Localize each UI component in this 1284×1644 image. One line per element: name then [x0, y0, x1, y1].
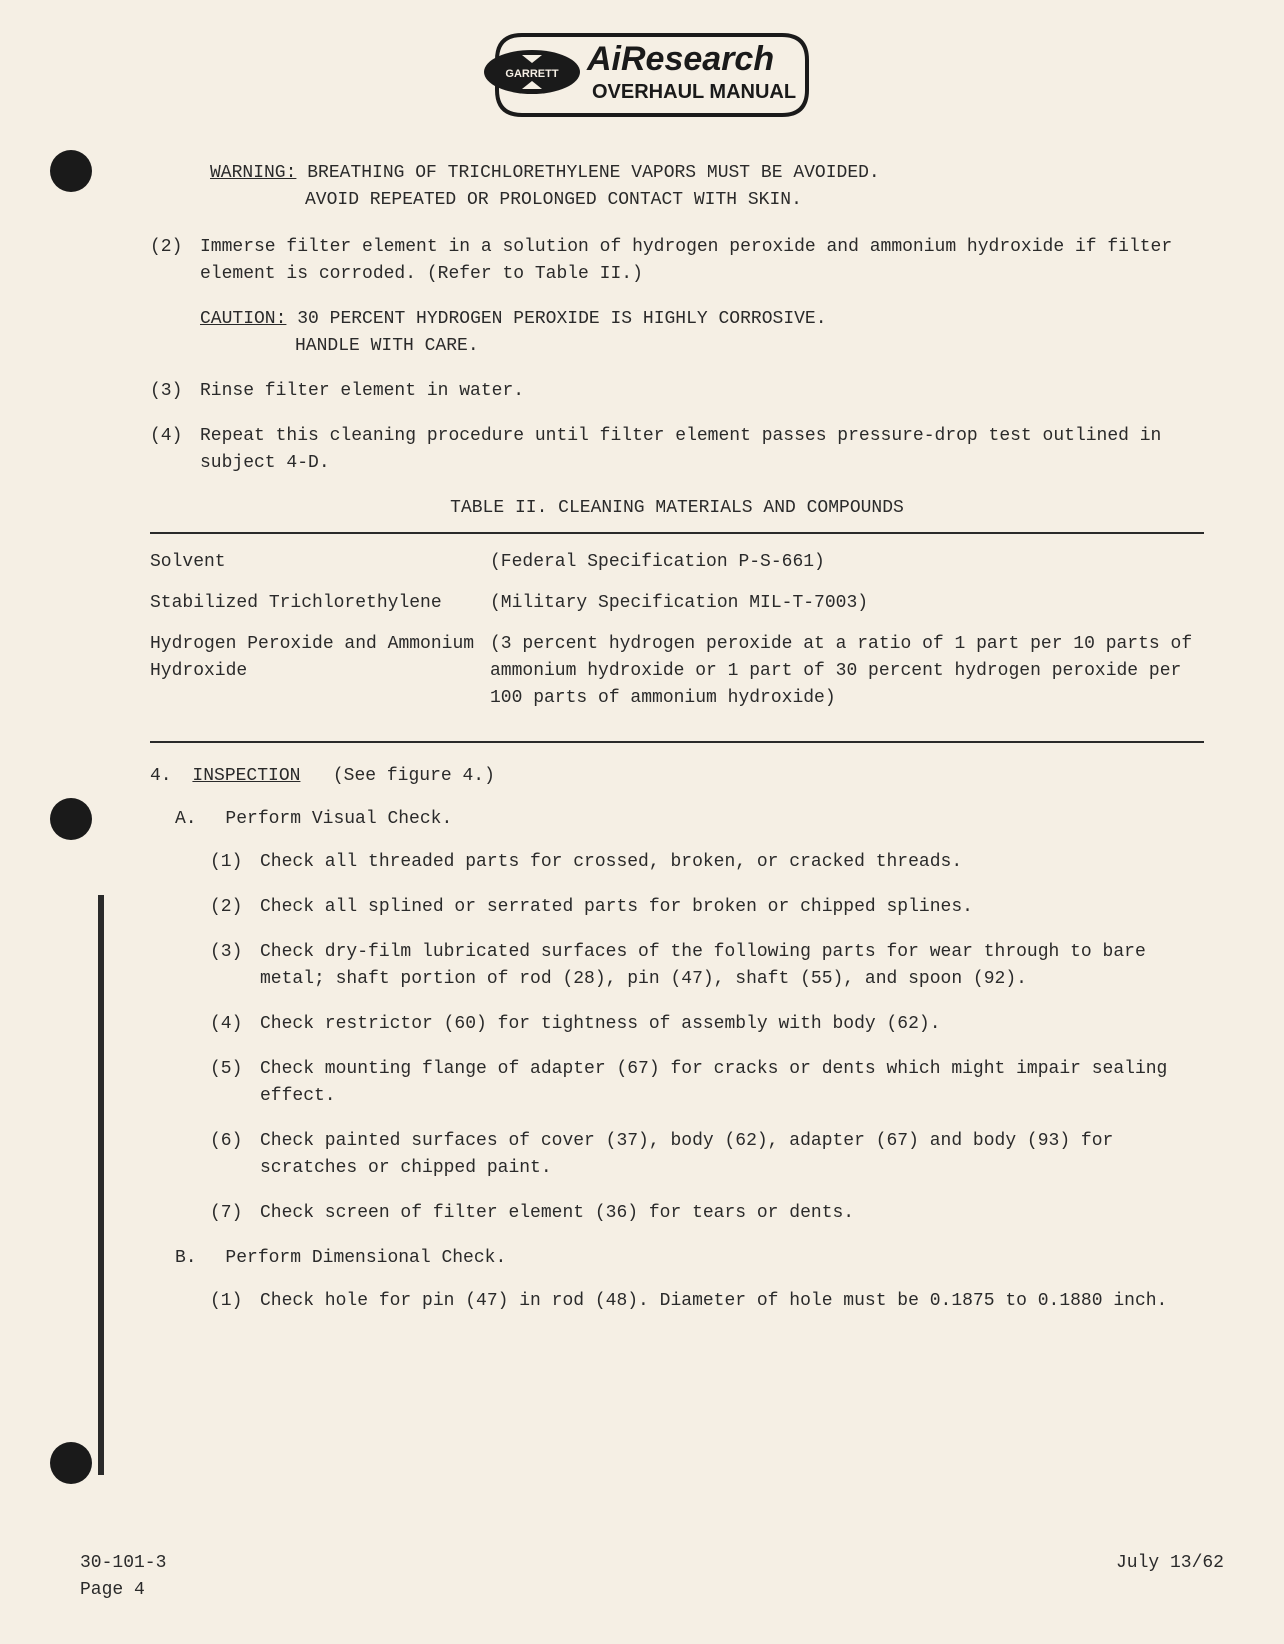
warning-label: WARNING:	[210, 163, 296, 183]
list-item: (5) Check mounting flange of adapter (67…	[210, 1056, 1204, 1110]
table-content: Solvent (Federal Specification P-S-661) …	[150, 539, 1204, 736]
sub-letter: B.	[175, 1248, 197, 1268]
table-title: TABLE II. CLEANING MATERIALS AND COMPOUN…	[150, 495, 1204, 522]
table-rule	[150, 532, 1204, 534]
logo-container: GARRETT AiResearch OVERHAUL MANUAL	[80, 30, 1224, 130]
list-item: (3) Rinse filter element in water.	[150, 378, 1204, 405]
item-text: Check screen of filter element (36) for …	[260, 1200, 1204, 1227]
section-number: 4.	[150, 766, 172, 786]
item-number: (6)	[210, 1128, 260, 1182]
caution-text-line1: 30 PERCENT HYDROGEN PEROXIDE IS HIGHLY C…	[297, 309, 826, 329]
item-text: Immerse filter element in a solution of …	[200, 234, 1204, 288]
svg-text:OVERHAUL MANUAL: OVERHAUL MANUAL	[592, 81, 796, 103]
revision-bar	[98, 895, 104, 1475]
caution-block: CAUTION: 30 PERCENT HYDROGEN PEROXIDE IS…	[200, 306, 1204, 360]
airesearch-logo: GARRETT AiResearch OVERHAUL MANUAL	[472, 30, 832, 120]
item-number: (1)	[210, 1288, 260, 1315]
warning-text-line1: BREATHING OF TRICHLORETHYLENE VAPORS MUS…	[307, 163, 880, 183]
list-item: (1) Check hole for pin (47) in rod (48).…	[210, 1288, 1204, 1315]
item-number: (2)	[150, 234, 200, 288]
item-text: Check restrictor (60) for tightness of a…	[260, 1011, 1204, 1038]
sub-heading: B. Perform Dimensional Check.	[175, 1245, 1204, 1272]
item-number: (7)	[210, 1200, 260, 1227]
section-ref-text: (See figure 4.)	[333, 766, 495, 786]
list-item: (4) Check restrictor (60) for tightness …	[210, 1011, 1204, 1038]
page-number: Page 4	[80, 1577, 166, 1604]
item-number: (2)	[210, 894, 260, 921]
document-date: July 13/62	[1116, 1550, 1224, 1604]
item-number: (4)	[210, 1011, 260, 1038]
item-number: (3)	[150, 378, 200, 405]
table-cell: (Military Specification MIL-T-7003)	[490, 590, 1204, 617]
section-heading: 4. INSPECTION (See figure 4.)	[150, 763, 1204, 790]
table-cell: (Federal Specification P-S-661)	[490, 549, 1204, 576]
warning-text-line2: AVOID REPEATED OR PROLONGED CONTACT WITH…	[305, 187, 1204, 214]
svg-text:AiResearch: AiResearch	[586, 40, 774, 78]
warning-block: WARNING: BREATHING OF TRICHLORETHYLENE V…	[210, 160, 1204, 214]
caution-text-line2: HANDLE WITH CARE.	[295, 333, 1204, 360]
table-row: Hydrogen Peroxide and Ammonium Hydroxide…	[150, 631, 1204, 712]
document-number: 30-101-3	[80, 1550, 166, 1577]
item-text: Repeat this cleaning procedure until fil…	[200, 423, 1204, 477]
table-cell: (3 percent hydrogen peroxide at a ratio …	[490, 631, 1204, 712]
sub-title: Perform Visual Check.	[225, 809, 452, 829]
sub-letter: A.	[175, 809, 197, 829]
item-number: (4)	[150, 423, 200, 477]
list-item: (3) Check dry-film lubricated surfaces o…	[210, 939, 1204, 993]
section-ref	[311, 766, 333, 786]
list-item: (6) Check painted surfaces of cover (37)…	[210, 1128, 1204, 1182]
punch-hole	[50, 798, 92, 840]
sub-title: Perform Dimensional Check.	[225, 1248, 506, 1268]
table-cell: Solvent	[150, 549, 490, 576]
item-text: Check painted surfaces of cover (37), bo…	[260, 1128, 1204, 1182]
sub-heading: A. Perform Visual Check.	[175, 806, 1204, 833]
item-number: (1)	[210, 849, 260, 876]
table-row: Stabilized Trichlorethylene (Military Sp…	[150, 590, 1204, 617]
item-text: Check all threaded parts for crossed, br…	[260, 849, 1204, 876]
table-cell: Hydrogen Peroxide and Ammonium Hydroxide	[150, 631, 490, 712]
item-number: (5)	[210, 1056, 260, 1110]
list-item: (1) Check all threaded parts for crossed…	[210, 849, 1204, 876]
page-footer: 30-101-3 Page 4 July 13/62	[80, 1550, 1224, 1604]
item-text: Check hole for pin (47) in rod (48). Dia…	[260, 1288, 1204, 1315]
list-item: (2) Check all splined or serrated parts …	[210, 894, 1204, 921]
punch-hole	[50, 1442, 92, 1484]
list-item: (7) Check screen of filter element (36) …	[210, 1200, 1204, 1227]
punch-hole	[50, 150, 92, 192]
table-rule	[150, 741, 1204, 743]
item-text: Check mounting flange of adapter (67) fo…	[260, 1056, 1204, 1110]
table-row: Solvent (Federal Specification P-S-661)	[150, 549, 1204, 576]
item-text: Check dry-film lubricated surfaces of th…	[260, 939, 1204, 993]
item-number: (3)	[210, 939, 260, 993]
item-text: Check all splined or serrated parts for …	[260, 894, 1204, 921]
table-cell: Stabilized Trichlorethylene	[150, 590, 490, 617]
svg-text:GARRETT: GARRETT	[505, 68, 558, 80]
list-item: (4) Repeat this cleaning procedure until…	[150, 423, 1204, 477]
list-item: (2) Immerse filter element in a solution…	[150, 234, 1204, 288]
caution-label: CAUTION:	[200, 309, 286, 329]
item-text: Rinse filter element in water.	[200, 378, 1204, 405]
section-title: INSPECTION	[192, 766, 300, 786]
